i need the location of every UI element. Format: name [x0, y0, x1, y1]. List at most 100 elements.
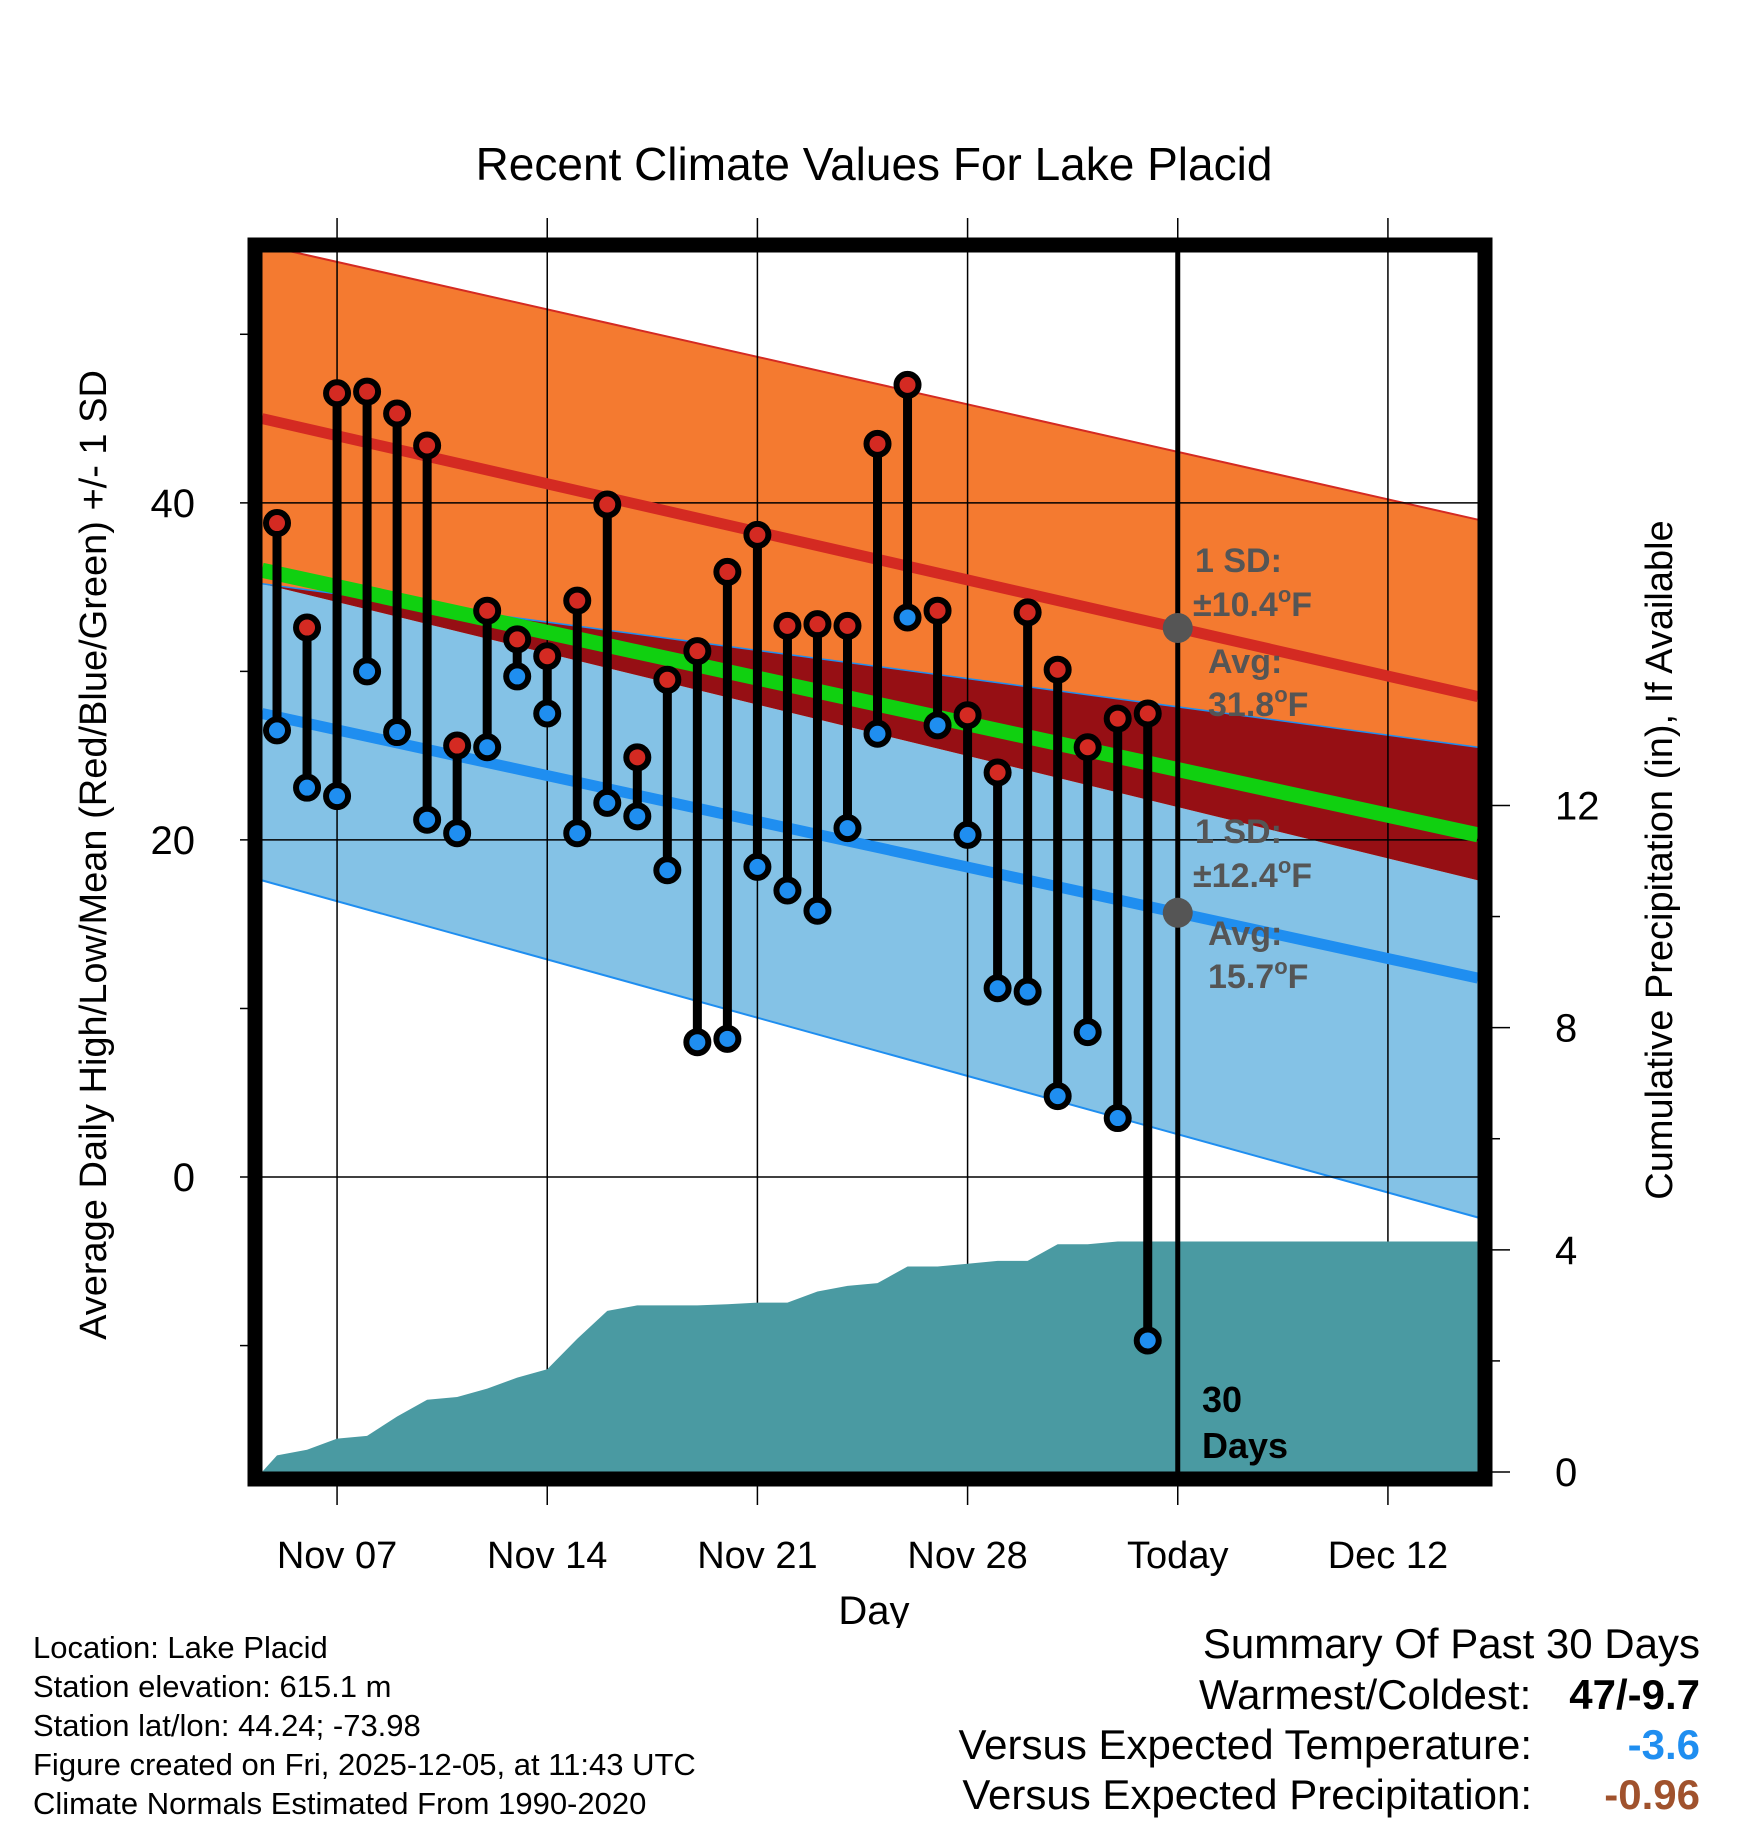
- low-avg-label: Avg:: [1208, 915, 1282, 953]
- plot-frame: [247, 237, 1493, 1487]
- low-point: [653, 856, 682, 885]
- high-point: [653, 665, 682, 694]
- low-point: [323, 782, 352, 811]
- summary-precipitation: Versus Expected Precipitation: -0.96: [958, 1770, 1700, 1820]
- low-avg-today-dot: [1162, 897, 1193, 928]
- high-avg-today-dot: [1162, 612, 1193, 643]
- high-point: [683, 637, 712, 666]
- low-point: [863, 719, 892, 748]
- precip-area: [262, 1241, 1478, 1472]
- y2-tick-label: 0: [1555, 1451, 1577, 1495]
- high-point: [353, 377, 382, 406]
- low-point: [1133, 1326, 1162, 1355]
- warm-cold-value: 47/-9.7: [1569, 1671, 1700, 1718]
- y-tick-label: 40: [151, 482, 196, 526]
- elevation-text: Station elevation: 615.1 m: [33, 1669, 392, 1704]
- low-point: [563, 819, 592, 848]
- high-upper-line: [261, 243, 1479, 521]
- low-point: [893, 603, 922, 632]
- low-avg-value: 15.7oF: [1208, 954, 1308, 996]
- x-tick-label: Nov 28: [907, 1535, 1027, 1577]
- x-tick-label: Nov 07: [277, 1535, 397, 1577]
- precip-label: Versus Expected Precipitation:: [962, 1771, 1532, 1818]
- high-point: [893, 370, 922, 399]
- low-point: [353, 657, 382, 686]
- created-text: Figure created on Fri, 2025-12-05, at 11…: [33, 1747, 696, 1782]
- high-point: [953, 701, 982, 730]
- climate-chart: Recent Climate Values For Lake Placid 1 …: [73, 138, 1681, 1628]
- high-point: [743, 520, 772, 549]
- high-point: [533, 642, 562, 671]
- high-point: [803, 610, 832, 639]
- low-sd-value: ±12.4oF: [1193, 853, 1312, 895]
- low-point: [443, 819, 472, 848]
- low-point: [503, 662, 532, 691]
- high-point: [473, 596, 502, 625]
- high-point: [1103, 704, 1132, 733]
- high-point: [1013, 598, 1042, 627]
- high-point: [383, 399, 412, 428]
- x-tick-label: Today: [1127, 1535, 1228, 1577]
- summary-temperature: Versus Expected Temperature: -3.6: [958, 1720, 1700, 1770]
- temp-label: Versus Expected Temperature:: [958, 1721, 1532, 1768]
- precip-value: -0.96: [1604, 1771, 1700, 1818]
- low-point: [1013, 977, 1042, 1006]
- low-point: [1103, 1104, 1132, 1133]
- low-point: [923, 711, 952, 740]
- y-axis-label: Average Daily High/Low/Mean (Red/Blue/Gr…: [73, 370, 115, 1340]
- high-point: [863, 429, 892, 458]
- low-point: [1043, 1082, 1072, 1111]
- high-point: [263, 509, 292, 538]
- temp-value: -3.6: [1627, 1721, 1700, 1768]
- low-point: [413, 805, 442, 834]
- x-axis-label: Day: [838, 1589, 909, 1628]
- high-point: [773, 611, 802, 640]
- y2-tick-label: 12: [1555, 784, 1600, 828]
- high-point: [833, 611, 862, 640]
- high-point: [713, 557, 742, 586]
- high-point: [323, 379, 352, 408]
- low-sd-band: [262, 583, 1478, 1218]
- low-point: [743, 852, 772, 881]
- latlon-text: Station lat/lon: 44.24; -73.98: [33, 1708, 421, 1743]
- low-point: [473, 733, 502, 762]
- low-lower-line: [261, 879, 1479, 1219]
- low-point: [293, 773, 322, 802]
- low-sd-label: 1 SD:: [1195, 813, 1282, 851]
- low-point: [803, 896, 832, 925]
- high-point: [563, 586, 592, 615]
- summary-title: Summary Of Past 30 Days: [1202, 1620, 1700, 1667]
- high-avg-value: 31.8oF: [1208, 682, 1308, 724]
- warm-cold-label: Warmest/Coldest:: [1199, 1671, 1532, 1718]
- high-avg-label: Avg:: [1208, 643, 1282, 681]
- high-point: [413, 431, 442, 460]
- low-point: [683, 1028, 712, 1057]
- low-point: [533, 699, 562, 728]
- high-point: [1133, 699, 1162, 728]
- x-tick-label: Nov 14: [487, 1535, 607, 1577]
- low-point: [833, 814, 862, 843]
- high-sd-label: 1 SD:: [1195, 542, 1282, 580]
- y2-tick-label: 8: [1555, 1007, 1577, 1051]
- low-point: [1073, 1018, 1102, 1047]
- low-point: [953, 820, 982, 849]
- normals-text: Climate Normals Estimated From 1990-2020: [33, 1786, 647, 1821]
- high-point: [923, 596, 952, 625]
- today-days-label: 30: [1202, 1379, 1242, 1420]
- high-point: [443, 731, 472, 760]
- high-point: [983, 758, 1012, 787]
- high-point: [503, 625, 532, 654]
- high-sd-value: ±10.4oF: [1193, 582, 1312, 624]
- mean-avg-line: [260, 562, 1480, 843]
- low-point: [623, 802, 652, 831]
- high-point: [293, 613, 322, 642]
- low-point: [593, 788, 622, 817]
- chart-title: Recent Climate Values For Lake Placid: [476, 138, 1273, 190]
- x-tick-label: Dec 12: [1328, 1535, 1448, 1577]
- low-avg-line: [260, 708, 1480, 984]
- summary-warm-cold: Warmest/Coldest: 47/-9.7: [958, 1670, 1700, 1720]
- high-avg-line: [260, 413, 1480, 703]
- y-tick-label: 20: [151, 819, 196, 863]
- x-tick-label: Nov 21: [697, 1535, 817, 1577]
